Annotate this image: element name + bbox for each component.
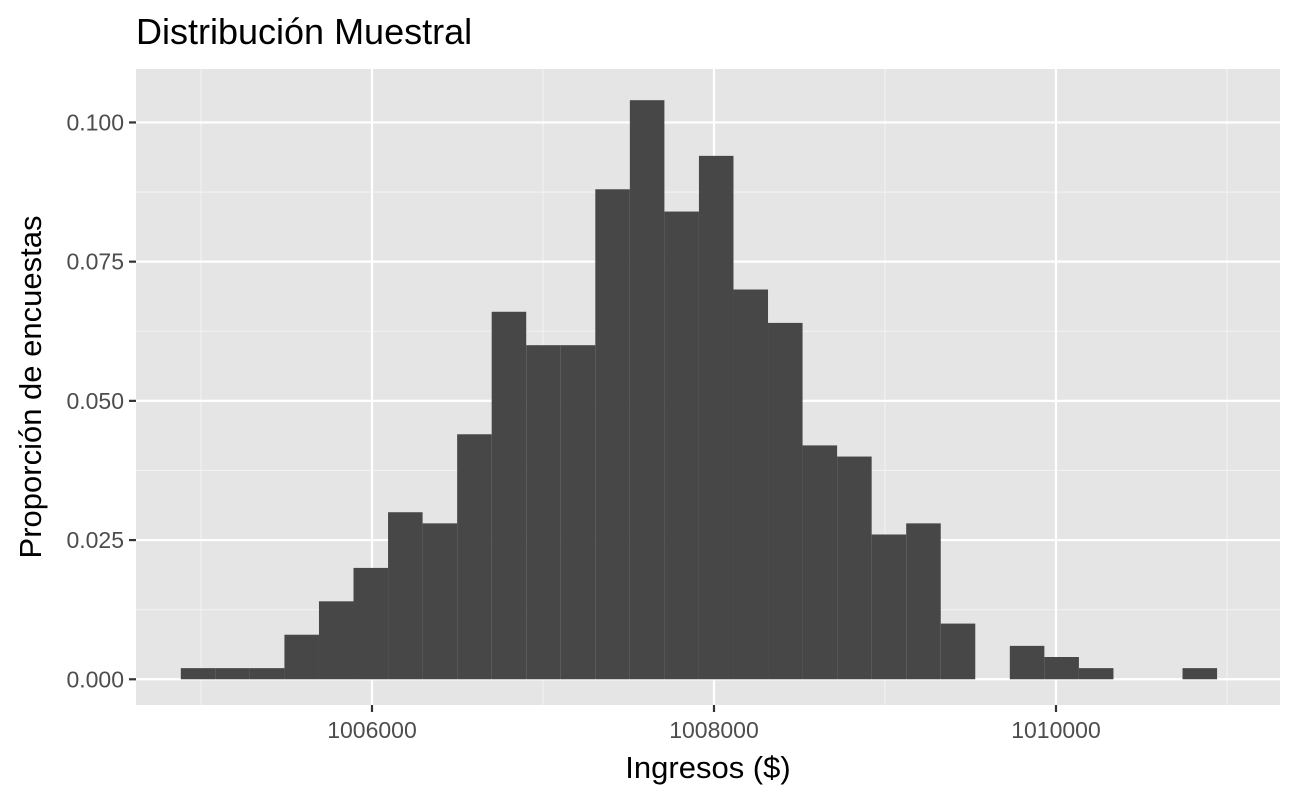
histogram-bar [249,668,285,680]
x-tick-label: 1010000 [1011,717,1101,743]
histogram-bar [457,434,492,680]
histogram-bar [388,512,423,680]
x-axis: 1006000 1008000 1010000 [327,705,1101,743]
histogram-bar [837,456,872,680]
x-tick-label: 1006000 [327,717,417,743]
histogram-bar [491,311,527,680]
histogram-bar [318,601,354,680]
histogram-bar [1078,668,1114,680]
histogram-bar [353,567,389,680]
y-tick-label: 0.100 [66,109,124,135]
histogram-bar [802,445,838,680]
y-tick-label: 0.050 [66,388,124,414]
histogram-bar [940,623,976,680]
histogram-bar [768,322,803,680]
histogram-bar [629,100,665,680]
histogram-bar [871,534,907,680]
histogram-bar [180,668,216,680]
histogram-bar [560,345,596,680]
histogram-bar [215,668,250,680]
histogram-bar [1009,645,1045,680]
histogram-bar [422,523,458,680]
histogram-bar [664,211,699,680]
histogram-bar [906,523,941,680]
histogram-bar [284,634,319,680]
histogram-bar [733,289,769,680]
x-tick-label: 1008000 [669,717,759,743]
y-tick-label: 0.075 [66,249,124,275]
y-axis-title: Proporción de encuestas [13,216,48,559]
x-axis-title: Ingresos ($) [625,750,790,785]
y-axis: 0.000 0.025 0.050 0.075 0.100 [66,109,136,692]
histogram-bar [1044,657,1079,680]
chart-title: Distribución Muestral [136,11,472,52]
histogram-bar [698,155,734,680]
y-tick-label: 0.000 [66,666,124,692]
histogram-bar [526,345,561,680]
histogram-bars [180,100,1218,680]
y-tick-label: 0.025 [66,527,124,553]
histogram-bar [1182,668,1218,680]
histogram-bar [595,189,630,680]
